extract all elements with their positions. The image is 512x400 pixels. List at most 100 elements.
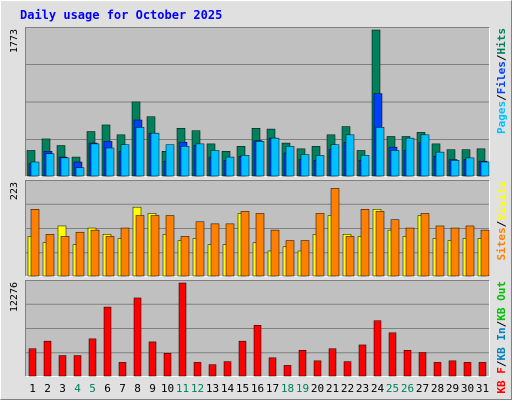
sites-bar	[225, 223, 235, 277]
day-label: 26	[401, 382, 414, 395]
day-label: 28	[431, 382, 444, 395]
pages-bar	[210, 150, 220, 177]
sites-bar	[435, 225, 445, 277]
panel-1-max-label: 1773	[9, 29, 20, 53]
sites-bar	[165, 215, 175, 277]
sites-bar	[345, 236, 355, 277]
panel-2-shadow	[25, 180, 490, 277]
kb-f-bar	[298, 349, 307, 377]
pages-bar	[405, 137, 415, 177]
legend-item: Visits	[495, 181, 508, 221]
panel-3-shadow	[25, 280, 490, 377]
day-label: 11	[176, 382, 189, 395]
kb-f-bar	[208, 364, 217, 377]
kb-f-bar	[343, 361, 352, 377]
sites-bar	[210, 223, 220, 277]
sites-bar	[390, 219, 400, 277]
pages-bar	[450, 160, 460, 177]
sites-bar	[285, 240, 295, 277]
legend-2: Sites/Visits	[495, 181, 508, 261]
day-label: 20	[311, 382, 324, 395]
pages-bar	[120, 144, 130, 177]
day-label: 9	[149, 382, 156, 395]
sites-bar	[360, 209, 370, 277]
kb-f-bar	[448, 360, 457, 377]
pages-bar	[135, 127, 145, 177]
pages-bar	[270, 137, 280, 177]
panel-3-highlight	[25, 280, 490, 377]
legend-item: KB F	[495, 367, 508, 394]
sites-bar	[180, 236, 190, 277]
day-label: 15	[236, 382, 249, 395]
day-label: 17	[266, 382, 279, 395]
day-label: 16	[251, 382, 264, 395]
panel-3-max-label: 12276	[9, 282, 20, 312]
day-label: 10	[161, 382, 174, 395]
sites-bar	[405, 227, 415, 277]
kb-f-bar	[478, 362, 487, 377]
day-label: 2	[44, 382, 51, 395]
kb-f-bar	[88, 338, 97, 377]
panel-1-shadow	[25, 27, 490, 177]
day-label: 12	[191, 382, 204, 395]
kb-f-bar	[268, 357, 277, 377]
pages-bar	[360, 155, 370, 177]
legend-item: KB Out	[495, 281, 508, 321]
pages-bar	[180, 146, 190, 177]
pages-bar	[45, 153, 55, 177]
kb-f-bar	[103, 306, 112, 377]
day-label: 25	[386, 382, 399, 395]
pages-bar	[330, 144, 340, 177]
kb-f-bar	[133, 297, 142, 377]
sites-bar	[105, 236, 115, 277]
legend-item: Files	[495, 61, 508, 94]
sites-bar	[135, 215, 145, 277]
kb-f-bar	[28, 348, 37, 377]
kb-f-bar	[388, 332, 397, 377]
legend-item: Pages	[495, 101, 508, 134]
sites-bar	[330, 188, 340, 277]
sites-bar	[90, 229, 100, 277]
chart-title: Daily usage for October 2025	[20, 8, 222, 22]
day-label: 6	[104, 382, 111, 395]
day-label: 3	[59, 382, 66, 395]
sites-bar	[450, 227, 460, 277]
day-label: 14	[221, 382, 235, 395]
pages-bar	[345, 134, 355, 177]
kb-f-bar	[238, 340, 247, 377]
sites-bar	[315, 213, 325, 277]
day-label: 5	[89, 382, 96, 395]
pages-bar	[255, 141, 265, 177]
day-label: 18	[281, 382, 294, 395]
pages-bar	[75, 167, 85, 177]
day-label: 29	[446, 382, 459, 395]
day-label: 24	[371, 382, 385, 395]
sites-bar	[375, 211, 385, 277]
pages-bar	[285, 146, 295, 177]
kb-f-bar	[253, 324, 262, 377]
kb-f-bar	[403, 349, 412, 377]
kb-f-bar	[58, 355, 67, 377]
pages-bar	[150, 132, 160, 177]
kb-f-bar	[148, 341, 157, 377]
kb-f-bar	[43, 340, 52, 377]
panel-2-max-label: 223	[9, 182, 20, 200]
pages-bar	[390, 150, 400, 177]
kb-f-bar	[433, 362, 442, 377]
kb-f-bar	[283, 365, 292, 377]
kb-f-bar	[73, 355, 82, 377]
kb-f-bar	[178, 282, 187, 377]
legend-item: KB In	[495, 327, 508, 360]
kb-f-bar	[463, 362, 472, 377]
pages-bar	[90, 143, 100, 177]
day-label: 13	[206, 382, 219, 395]
pages-bar	[465, 157, 475, 177]
pages-bar	[195, 143, 205, 177]
legend-separator: /	[495, 220, 508, 227]
pages-bar	[225, 156, 235, 177]
sites-bar	[45, 234, 55, 277]
day-label: 1	[29, 382, 36, 395]
sites-bar	[255, 213, 265, 277]
pages-bar	[30, 161, 40, 177]
